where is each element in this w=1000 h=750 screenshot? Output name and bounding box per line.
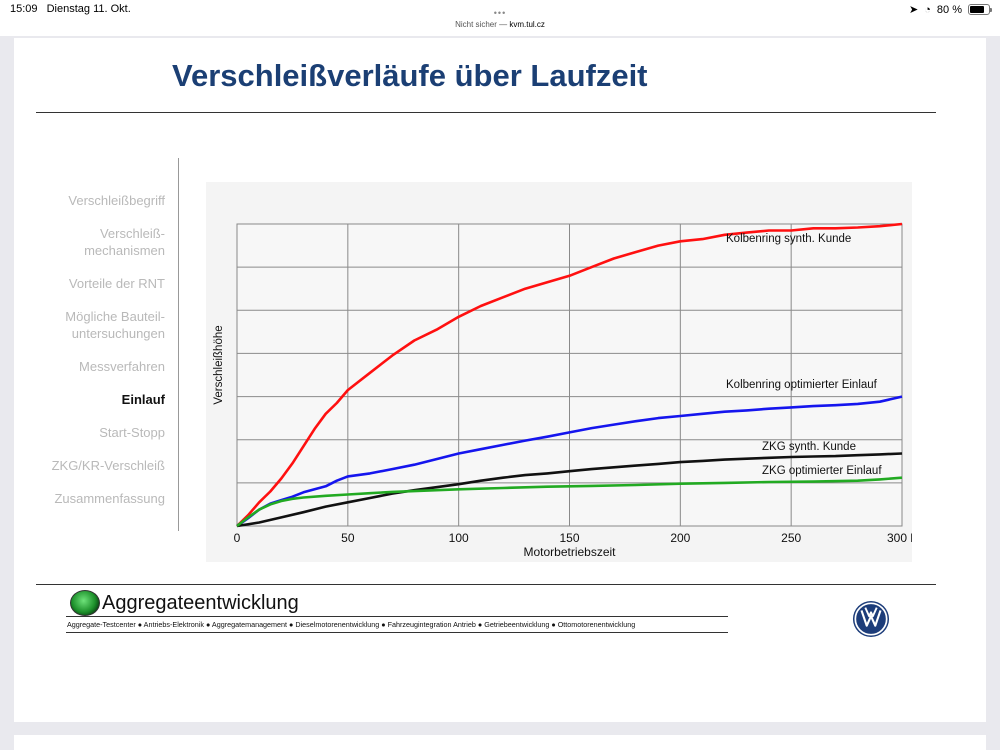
x-tick-label: 50: [341, 531, 355, 545]
title-divider: [36, 112, 936, 113]
x-tick-label: 200: [670, 531, 690, 545]
series-label: ZKG optimierter Einlauf: [762, 465, 882, 477]
nav-item[interactable]: ZKG/KR-Verschleiß: [51, 458, 165, 473]
wear-chart: 0 50 100 150 200 250 300 h Kolbenring synth. Ku…: [206, 182, 912, 562]
x-tick-label: 250: [781, 531, 801, 545]
nav-item[interactable]: Verschleiß-mechanismen: [84, 226, 165, 258]
x-tick-label: 150: [559, 531, 579, 545]
brand-logo-icon: [70, 590, 100, 616]
slide-nav: Verschleißbegriff Verschleiß-mechanismen V…: [30, 192, 165, 523]
battery-label: 80 %: [936, 3, 962, 16]
nav-item[interactable]: Einlauf: [121, 392, 165, 407]
wifi-icon: ◔: [924, 3, 931, 16]
series-line: [236, 395, 903, 528]
clock: 15:09: [10, 3, 38, 15]
url-host: kvm.tul.cz: [509, 20, 545, 29]
security-label: Nicht sicher —: [455, 20, 508, 29]
nav-item[interactable]: Vorteile der RNT: [68, 276, 165, 291]
nav-item[interactable]: Zusammenfassung: [54, 491, 165, 506]
nav-item[interactable]: Verschleißbegriff: [68, 193, 165, 208]
tagline: Aggregate-Testcenter ● Antriebs-Elektron…: [66, 616, 728, 633]
location-icon: ➤: [909, 4, 919, 16]
page-title: Verschleißverläufe über Laufzeit: [172, 58, 648, 93]
series-line: [236, 222, 903, 527]
next-slide: [14, 735, 986, 750]
nav-item[interactable]: Messverfahren: [79, 359, 165, 374]
series-line: [236, 452, 903, 528]
series-line: [236, 476, 903, 528]
x-tick-label: 0: [234, 531, 241, 545]
tab-dots-icon[interactable]: •••: [493, 8, 507, 18]
nav-divider: [178, 158, 179, 531]
series-label: Kolbenring optimierter Einlauf: [726, 379, 878, 391]
y-axis-label: Verschleißhöhe: [213, 325, 225, 404]
url-text[interactable]: Nicht sicher — kvm.tul.cz: [0, 20, 1000, 29]
status-bar: 15:09 Dienstag 11. Okt. ➤ ◔ 80 %: [0, 0, 1000, 20]
x-tick-label: 300 h: [887, 531, 912, 545]
series-label: ZKG synth. Kunde: [762, 441, 856, 453]
nav-item[interactable]: Start-Stopp: [99, 425, 165, 440]
battery-icon: [968, 4, 992, 15]
brand: Aggregateentwicklung: [70, 590, 299, 616]
footer-divider: [36, 584, 936, 585]
date: Dienstag 11. Okt.: [46, 3, 131, 15]
series-label: Kolbenring synth. Kunde: [726, 233, 851, 245]
brand-name: Aggregateentwicklung: [102, 591, 299, 614]
x-axis-label: Motorbetriebszeit: [523, 545, 616, 559]
url-bar[interactable]: ••• Nicht sicher — kvm.tul.cz: [0, 8, 1000, 36]
vw-logo-icon: [852, 600, 890, 638]
nav-item[interactable]: Mögliche Bauteil-untersuchungen: [65, 309, 165, 341]
x-tick-label: 100: [449, 531, 469, 545]
